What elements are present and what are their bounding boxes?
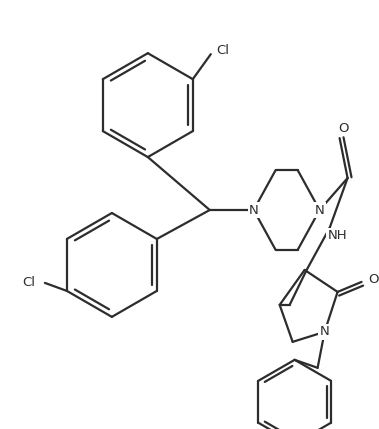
Text: O: O <box>368 273 379 287</box>
Text: O: O <box>338 121 349 135</box>
Text: N: N <box>249 203 258 217</box>
Text: N: N <box>320 325 329 338</box>
Text: Cl: Cl <box>22 276 35 290</box>
Text: N: N <box>315 203 324 217</box>
Text: NH: NH <box>328 230 348 242</box>
Text: Cl: Cl <box>216 44 229 57</box>
